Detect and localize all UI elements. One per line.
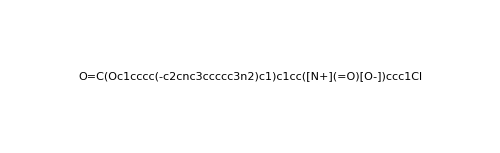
Text: O=C(Oc1cccc(-c2cnc3ccccc3n2)c1)c1cc([N+](=O)[O-])ccc1Cl: O=C(Oc1cccc(-c2cnc3ccccc3n2)c1)c1cc([N+]… — [78, 71, 422, 82]
